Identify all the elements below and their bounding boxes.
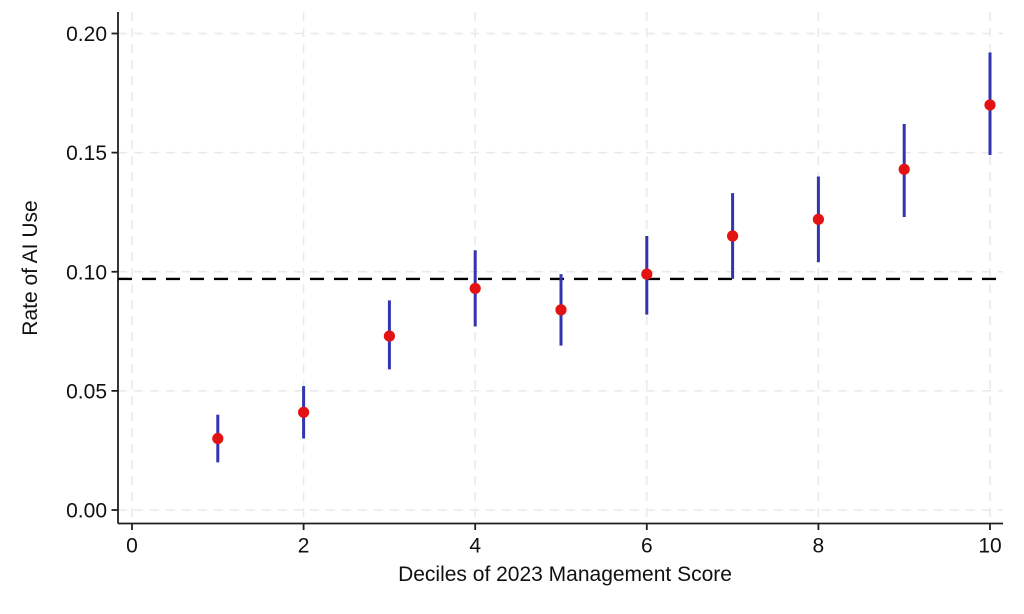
- y-tick-label: 0.20: [66, 23, 107, 46]
- x-tick-label: 8: [813, 535, 825, 558]
- data-point: [383, 330, 395, 342]
- data-point: [469, 282, 481, 295]
- y-axis-title: Rate of AI Use: [19, 200, 42, 336]
- y-tick-label: 0.15: [66, 142, 107, 165]
- x-tick-label: 10: [978, 535, 1001, 558]
- data-point: [641, 268, 653, 280]
- data-point: [212, 432, 224, 445]
- data-point: [984, 99, 996, 111]
- x-tick-label: 2: [298, 535, 310, 558]
- x-tick-label: 0: [126, 535, 138, 558]
- x-tick-label: 6: [641, 535, 653, 558]
- data-point: [812, 213, 825, 225]
- data-point: [555, 304, 567, 316]
- data-point: [298, 406, 310, 418]
- y-tick-label: 0.00: [66, 500, 107, 523]
- y-tick-label: 0.05: [66, 380, 107, 403]
- x-axis-title: Deciles of 2023 Management Score: [398, 563, 732, 586]
- x-tick-label: 4: [469, 535, 481, 558]
- y-tick-label: 0.10: [66, 261, 107, 284]
- data-point: [727, 230, 739, 242]
- data-point: [898, 163, 910, 175]
